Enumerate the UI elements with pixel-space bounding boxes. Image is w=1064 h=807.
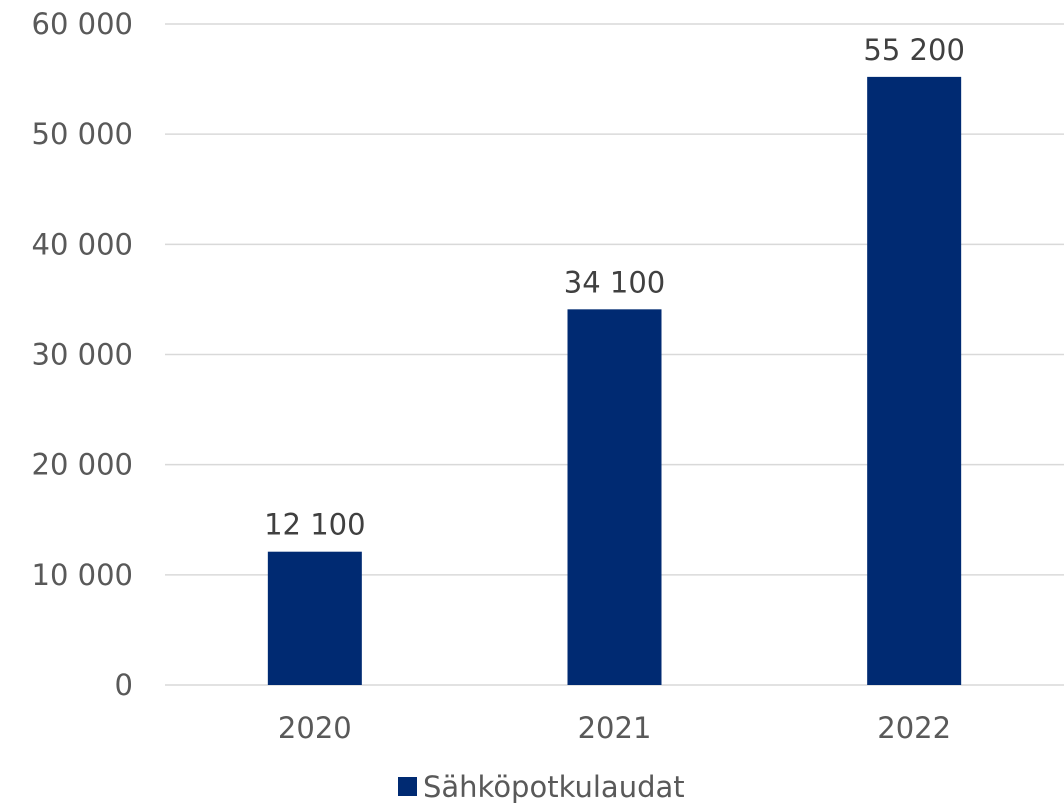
x-tick-label: 2022 (877, 711, 951, 745)
bars (267, 76, 962, 685)
y-tick-label: 0 (115, 668, 133, 702)
data-labels: 12 100 34 100 55 200 (264, 33, 965, 542)
y-tick-label: 40 000 (32, 227, 133, 261)
y-tick-label: 20 000 (32, 448, 133, 482)
x-axis-tick-labels: 2020 2021 2022 (278, 711, 951, 745)
y-tick-label: 50 000 (32, 117, 133, 151)
legend: Sähköpotkulaudat (398, 770, 685, 804)
legend-swatch (398, 777, 417, 796)
x-tick-label: 2020 (278, 711, 352, 745)
x-tick-label: 2021 (578, 711, 652, 745)
legend-label: Sähköpotkulaudat (423, 770, 685, 804)
data-label-2021: 34 100 (564, 265, 665, 299)
bar-2021 (567, 309, 662, 685)
y-tick-label: 60 000 (32, 7, 133, 41)
y-tick-label: 10 000 (32, 558, 133, 592)
bar-2022 (867, 76, 962, 685)
y-axis-tick-labels: 0 10 000 20 000 30 000 40 000 50 000 60 000 (32, 7, 133, 702)
data-label-2020: 12 100 (264, 508, 365, 542)
bar-2020 (267, 551, 362, 685)
y-tick-label: 30 000 (32, 338, 133, 372)
data-label-2022: 55 200 (863, 33, 964, 67)
